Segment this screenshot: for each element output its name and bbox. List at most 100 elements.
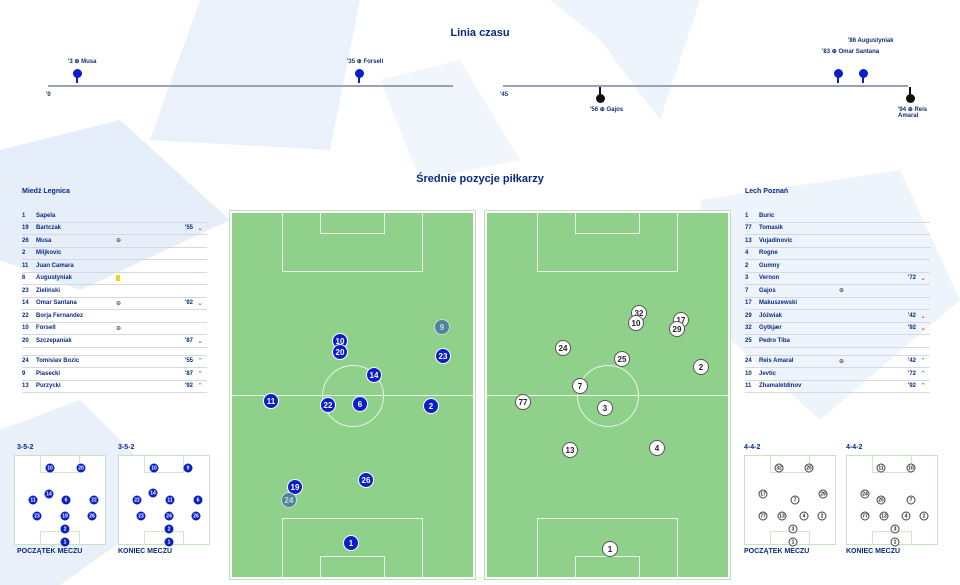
sub-in-icon: ⌃ [920,383,926,391]
mini-player-marker: 4 [799,511,809,521]
goal-marker-musa[interactable] [73,69,82,78]
mini-pitch-line [144,455,184,473]
player-position-marker[interactable]: 3 [597,400,613,416]
timeline-second-half [503,85,908,87]
mini-player-marker: 11 [28,495,38,505]
roster-row: 1 Buric [745,210,930,223]
roster-row: 19 Bartczak '55 ⌄ [22,223,207,235]
mini-player-marker: 23 [32,511,42,521]
roster-row: 2 Gumny [745,260,930,273]
roster-row: 23 Zieliński [22,285,207,298]
roster-row: 26 Musa ⊕ [22,235,207,248]
mini-pitch-line [144,531,184,545]
roster-row: 22 Borja Fernandez [22,310,207,323]
sub-in-icon: ⌃ [197,358,203,366]
card-marker-augustyniak[interactable] [859,69,868,78]
player-position-marker[interactable]: 2 [423,398,439,414]
player-position-marker[interactable]: 24 [555,340,571,356]
player-position-marker[interactable]: 11 [263,393,279,409]
player-position-marker[interactable]: 20 [332,344,348,360]
event-label-forsell: '35 ⊕ Forsell [347,59,384,65]
mini-player-marker: 1 [890,537,900,547]
home-label-end: KONIEC MECZU [118,548,173,555]
sub-in-icon: ⌃ [197,383,203,391]
player-number: 10 [22,325,29,332]
sub-out-icon: ⌄ [197,300,203,308]
mini-player-marker: 20 [76,463,86,473]
positions-title: Średnie pozycje piłkarzy [416,173,544,185]
timeline-start-second: '45 [500,92,509,98]
player-number: 4 [745,250,749,257]
player-number: 11 [22,262,29,269]
player-number: 25 [745,337,752,344]
player-position-marker[interactable]: 77 [515,394,531,410]
away-label-start: POCZĄTEK MECZU [744,548,810,555]
player-position-marker[interactable]: 14 [366,367,382,383]
player-number: 32 [745,325,752,332]
home-roster: 1 Sapela 19 Bartczak '55 ⌄ 26 Musa ⊕ 2 Miljkovic 11… [22,210,207,393]
player-number: 2 [22,250,26,257]
goal-icon: ⊕ [116,238,122,245]
substitution-minute: '42 [907,312,916,319]
away-formation-end: 4-4-2 [846,444,863,451]
player-position-marker[interactable]: 29 [669,321,685,337]
player-number: 1 [745,212,749,219]
player-name: Jevtic [759,370,777,377]
goal-marker-forsell[interactable] [355,69,364,78]
home-pitch: 10 20 9 23 14 11 22 6 2 26 19 24 1 [229,210,476,580]
player-position-marker[interactable]: 25 [614,351,630,367]
roster-row: 11 Zhamaletdinov '92 ⌃ [745,381,930,393]
mini-player-marker: 2 [164,524,174,534]
player-position-marker[interactable]: 6 [352,396,368,412]
roster-row: 25 Pedro Tiba [745,335,930,348]
roster-row: 77 Tomasik [745,223,930,235]
player-position-marker[interactable]: 23 [435,348,451,364]
mini-player-marker: 7 [906,495,916,505]
goal-marker-omar-santana[interactable] [834,69,843,78]
mini-player-marker: 9 [183,463,193,473]
goal-icon: ⊕ [116,325,122,332]
player-position-marker[interactable]: 22 [320,397,336,413]
yellow-card-icon [116,274,166,282]
player-number: 1 [22,212,26,219]
player-number: 24 [745,358,752,365]
goal-marker-reis-amaral[interactable] [906,94,915,103]
player-number: 10 [745,370,752,377]
player-name: Bartczak [36,225,62,232]
player-number: 22 [22,312,29,319]
player-position-marker[interactable]: 26 [358,472,374,488]
mini-player-marker: 29 [818,489,828,499]
player-position-marker[interactable]: 1 [602,541,618,557]
mini-player-marker: 3 [788,524,798,534]
player-number: 26 [22,237,29,244]
player-number: 13 [745,237,752,244]
player-name: Forsell [36,325,56,332]
roster-divider [745,348,930,356]
player-position-marker[interactable]: 24 [281,492,297,508]
event-label-reis-amaral: '94 ⊕ Reis Amaral [898,107,928,119]
roster-row: 10 Jevtic '72 ⌃ [745,368,930,381]
roster-row: 3 Vernon '72 ⌄ [745,273,930,285]
player-position-marker[interactable]: 10 [628,315,644,331]
roster-row: 9 Piasecki '87 ⌃ [22,368,207,381]
home-team-name: Miedź Legnica [22,188,70,195]
substitution-minute: '92 [907,325,916,332]
player-name: Szczepaniak [36,337,72,344]
player-position-marker[interactable]: 4 [649,440,665,456]
mini-player-marker: 2 [60,524,70,534]
pitch-line [282,518,423,578]
player-position-marker[interactable]: 7 [572,378,588,394]
substitution-minute: '72 [907,370,916,377]
player-position-marker[interactable]: 9 [434,319,450,335]
player-name: Augustyniak [36,275,73,282]
player-position-marker[interactable]: 1 [343,535,359,551]
mini-player-marker: 6 [61,495,71,505]
goal-marker-gajos[interactable] [596,94,605,103]
player-name: Tomislav Bozic [36,358,80,365]
player-position-marker[interactable]: 2 [693,359,709,375]
player-position-marker[interactable]: 13 [562,442,578,458]
player-number: 6 [22,275,26,282]
player-number: 9 [22,370,26,377]
roster-row: 11 Juan Camara [22,260,207,273]
mini-player-marker: 77 [758,511,768,521]
